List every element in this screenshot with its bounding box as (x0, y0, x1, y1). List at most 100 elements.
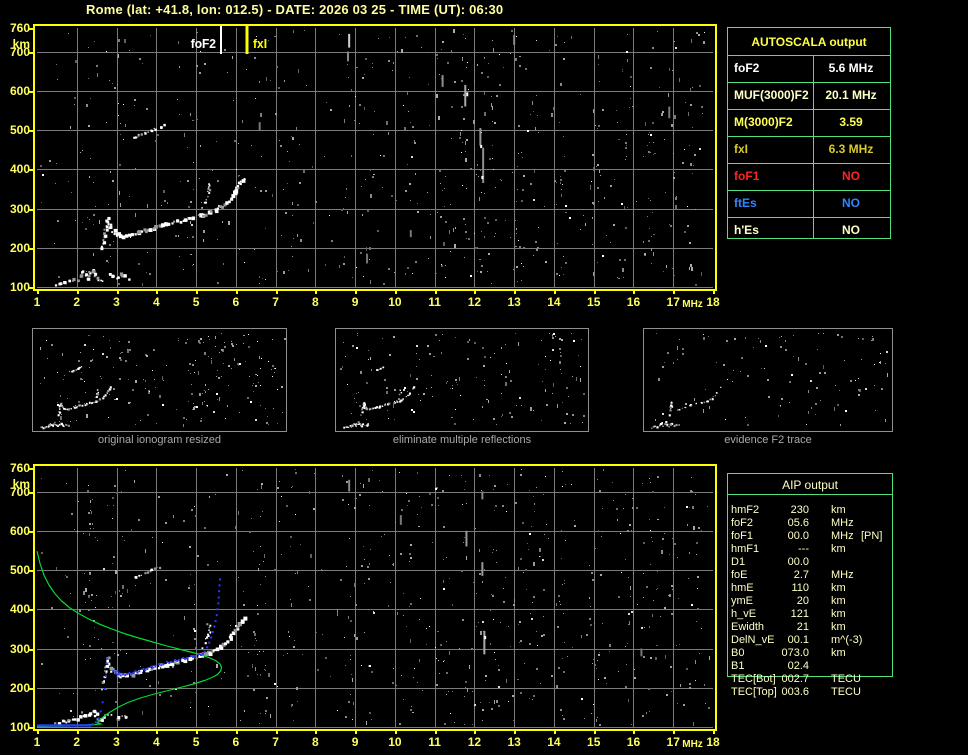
parameter-value: 6.3 MHz (828, 142, 874, 156)
parameter-unit: km (831, 595, 846, 607)
x-axis-tick-label: 5 (192, 295, 200, 309)
x-axis-tick (673, 730, 676, 734)
x-axis-tick-label: 16 (626, 295, 641, 309)
aip-header-divider (727, 494, 893, 495)
x-axis-tick-label: 4 (152, 295, 160, 309)
y-axis-tick-label: 200 (9, 240, 30, 255)
x-axis-tick-label: 18 (706, 735, 720, 749)
autoscala-table-rows: foF2 5.6 MHz MUF(3000)F2 20.1 MHz M(3000)F2 3… (728, 55, 890, 244)
parameter-unit: TECU (831, 673, 861, 685)
parameter-label: foF2 (731, 517, 754, 529)
aip-table-row: B0 073.0 km (727, 647, 897, 660)
parameter-unit: TECU (831, 686, 861, 698)
x-axis-tick-label: 1 (33, 735, 41, 749)
aip-table-row: TEC[Bot] 002.7 TECU (727, 673, 897, 686)
y-axis-tick-label: 600 (9, 523, 30, 538)
x-axis-tick-label: 2 (73, 735, 81, 749)
parameter-unit: km (831, 543, 846, 555)
aip-output-box-border (727, 473, 893, 677)
x-axis-tick (235, 290, 238, 294)
x-axis-tick (37, 290, 39, 294)
parameter-label: hmE (731, 582, 754, 594)
x-axis-tick (713, 730, 715, 734)
parameter-unit: m^(-3) (831, 634, 863, 646)
aip-table-row: foE 2.7 MHz (727, 569, 897, 582)
parameter-value: --- (798, 543, 809, 555)
parameter-value: 5.6 MHz (828, 61, 874, 75)
y-axis-tick-label: 760 (9, 461, 30, 475)
parameter-value: NO (842, 169, 860, 183)
y-axis-tick-label: 400 (9, 162, 30, 177)
aip-table-row: D1 00.0 (727, 556, 897, 569)
x-axis-tick (593, 290, 596, 294)
table-column-divider (813, 55, 814, 238)
x-axis-tick-label: 17 (666, 735, 680, 749)
x-axis-tick (593, 730, 596, 734)
x-axis-tick (514, 730, 517, 734)
parameter-unit: km (831, 504, 846, 516)
parameter-label: h'Es (734, 223, 759, 237)
x-axis-tick (315, 290, 318, 294)
y-axis-tick (29, 530, 33, 533)
y-axis-unit-label: km (12, 477, 30, 491)
x-axis-tick-label: 10 (388, 295, 402, 309)
y-axis-tick (29, 90, 33, 93)
parameter-label: foF2 (734, 61, 760, 75)
parameter-label: Ewidth (731, 621, 765, 633)
x-axis-tick-label: 8 (312, 295, 319, 309)
thumbnail-eliminate-reflections (335, 328, 589, 432)
y-axis-tick (29, 28, 33, 30)
autoscala-table-row: foF2 5.6 MHz (728, 55, 890, 82)
parameter-value: 002.7 (781, 673, 809, 685)
parameter-label: hmF2 (731, 504, 760, 516)
x-axis-tick (156, 730, 159, 734)
parameter-value: 00.0 (787, 556, 809, 568)
parameter-label: B0 (731, 647, 745, 659)
x-axis-tick (196, 730, 199, 734)
aip-table-rows: hmF2 230 km foF2 05.6 MHz foF1 00.0 MHz [PN] hmF1 -… (727, 504, 897, 699)
aip-table-row: h_vE 121 km (727, 608, 897, 621)
y-axis-tick (29, 208, 33, 211)
thumbnail-original-ionogram (32, 328, 287, 432)
x-axis-tick-label: 3 (113, 735, 120, 749)
x-axis-tick-label: 17 (666, 295, 680, 309)
aip-table-row: B1 02.4 (727, 660, 897, 673)
autoscala-output-table: AUTOSCALA output foF2 5.6 MHz MUF(3000)F2 2… (727, 27, 891, 239)
y-axis-tick (29, 169, 33, 172)
y-axis-tick-label: 300 (9, 201, 30, 216)
y-axis-tick (29, 491, 33, 494)
parameter-label: foF1 (734, 169, 760, 183)
y-axis-tick-label: 500 (9, 123, 30, 138)
parameter-value: NO (842, 196, 860, 210)
y-axis-unit-label: km (12, 37, 30, 51)
y-axis-tick-label: 300 (9, 641, 30, 656)
thumbnail-caption: original ionogram resized (98, 434, 221, 446)
autoscala-table-header: AUTOSCALA output (751, 35, 867, 49)
x-axis-unit-label: MHz (682, 299, 703, 310)
parameter-value: 00.0 (787, 530, 809, 542)
y-axis-tick-label: 500 (9, 563, 30, 578)
y-axis-tick (29, 609, 33, 612)
parameter-value: NO (842, 223, 860, 237)
aip-table-row: hmE 110 km (727, 582, 897, 595)
x-axis-tick (553, 730, 556, 734)
parameter-label: D1 (731, 556, 746, 568)
x-axis-tick (275, 290, 278, 294)
parameter-label: h_vE (731, 608, 757, 620)
top-ionogram-plot (33, 24, 717, 292)
x-axis-tick-label: 1 (33, 295, 41, 309)
x-axis-tick (434, 730, 437, 734)
x-axis-tick-label: 14 (547, 295, 561, 309)
x-axis-unit-label: MHz (682, 739, 703, 750)
parameter-unit: MHz (831, 530, 854, 542)
parameter-value: 00.1 (787, 634, 809, 646)
parameter-value: 110 (791, 582, 809, 594)
x-axis-tick (633, 290, 636, 294)
parameter-value: 3.59 (839, 115, 863, 129)
x-axis-tick-label: 9 (351, 295, 359, 309)
y-axis-tick (29, 468, 33, 470)
x-axis-tick (116, 730, 119, 734)
parameter-label: TEC[Top] (731, 686, 777, 698)
x-axis-tick (275, 730, 278, 734)
